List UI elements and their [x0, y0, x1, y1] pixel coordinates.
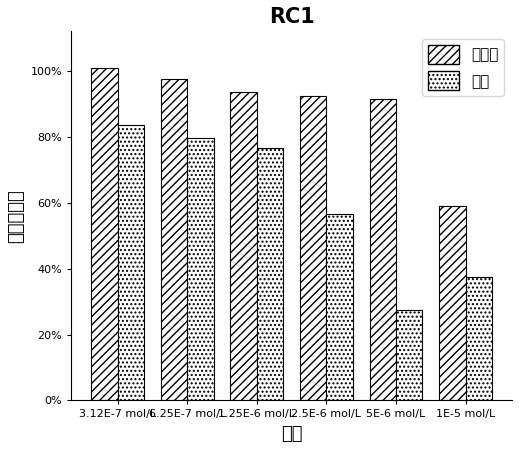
Bar — [257, 148, 283, 400]
Bar — [91, 68, 118, 400]
Bar — [187, 139, 214, 400]
Bar — [300, 95, 326, 400]
Bar — [326, 214, 353, 400]
Bar — [118, 125, 144, 400]
Bar — [370, 99, 396, 400]
Bar — [230, 92, 257, 400]
Bar — [466, 277, 492, 400]
Title: RC1: RC1 — [269, 7, 315, 27]
Bar — [439, 206, 466, 400]
Legend: 不光照, 光照: 不光照, 光照 — [422, 39, 504, 96]
Bar — [161, 79, 187, 400]
Bar — [396, 310, 422, 400]
X-axis label: 浓度: 浓度 — [281, 425, 303, 443]
Y-axis label: 细胞存活率: 细胞存活率 — [7, 189, 25, 243]
